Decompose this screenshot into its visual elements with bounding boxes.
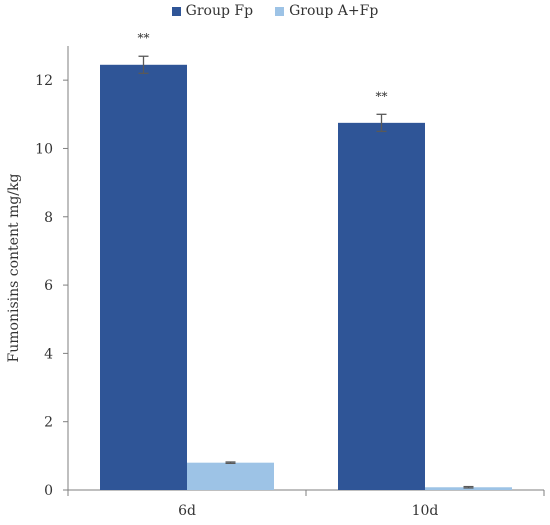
y-tick-label: 6 <box>44 278 53 294</box>
bar <box>100 64 187 491</box>
significance-label: ** <box>138 31 150 45</box>
bars <box>100 55 512 491</box>
legend-label-group-a-fp: Group A+Fp <box>289 3 379 19</box>
legend-swatch-group-fp <box>171 6 181 16</box>
bar <box>338 122 425 490</box>
bar <box>187 462 274 490</box>
x-tick-label: 10d <box>412 503 439 519</box>
x-tick-label: 6d <box>178 503 196 519</box>
y-tick-label: 4 <box>44 346 53 362</box>
legend-item-group-a-fp: Group A+Fp <box>275 3 378 19</box>
y-tick-label: 10 <box>35 141 53 157</box>
legend-label-group-fp: Group Fp <box>185 3 254 19</box>
bar <box>425 487 512 490</box>
legend-swatch-group-a-fp <box>275 6 285 16</box>
y-tick-label: 8 <box>44 210 53 226</box>
y-tick-label: 2 <box>44 415 53 431</box>
labels: 0 2 4 6 8 10 12 Fumonisins content mg/kg 6d 10d **… <box>6 31 438 519</box>
legend-item-group-fp: Group Fp <box>171 3 254 19</box>
y-tick-label: 0 <box>44 483 53 499</box>
significance-label: ** <box>376 89 388 103</box>
legend: Group Fp Group A+Fp <box>0 3 550 19</box>
y-tick-label: 12 <box>35 73 53 89</box>
y-axis-label: Fumonisins content mg/kg <box>6 173 22 362</box>
